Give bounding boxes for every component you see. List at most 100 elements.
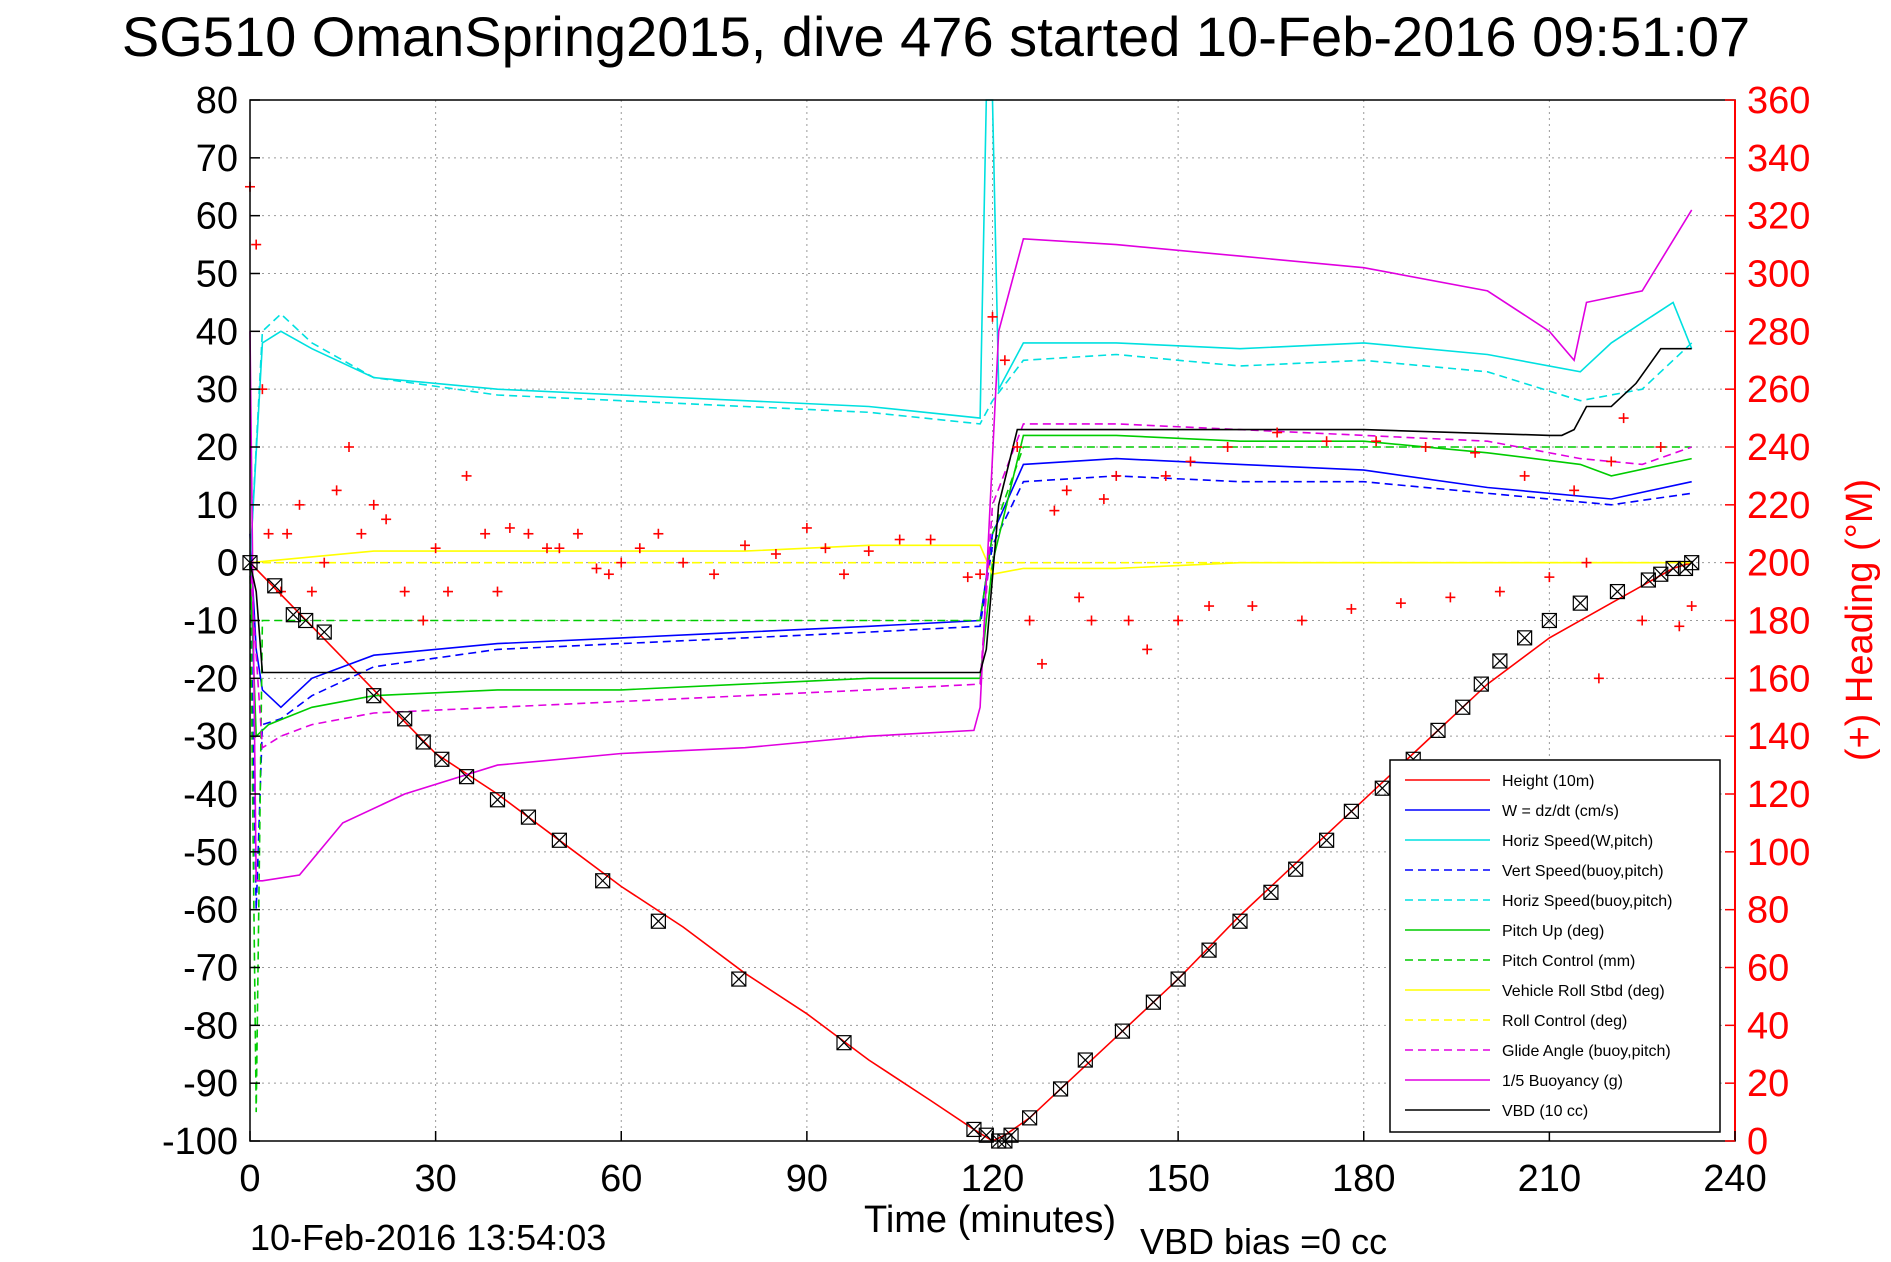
y-tick-label: -90 — [183, 1063, 238, 1105]
y2-tick-label: 240 — [1747, 427, 1810, 469]
heading-marker — [251, 239, 262, 250]
y-tick-label: 10 — [196, 485, 238, 527]
heading-marker — [1024, 615, 1035, 626]
heading-marker — [1142, 644, 1153, 655]
height-fix-marker — [1473, 676, 1489, 692]
height-fix-marker — [366, 688, 382, 704]
heading-marker — [975, 569, 986, 580]
y-tick-label: -50 — [183, 832, 238, 874]
legend-label: Pitch Control (mm) — [1502, 953, 1635, 970]
y-tick-label: -80 — [183, 1005, 238, 1047]
heading-marker — [443, 586, 453, 597]
height-fix-marker — [1022, 1110, 1038, 1126]
height-fix-marker — [298, 612, 314, 629]
heading-marker — [1123, 615, 1134, 626]
vbd-bias-label: VBD bias =0 cc — [1140, 1221, 1387, 1262]
heading-marker — [1494, 586, 1505, 597]
y2-tick-label: 80 — [1747, 890, 1789, 932]
x-tick-label: 30 — [414, 1158, 456, 1200]
heading-marker — [863, 546, 874, 557]
heading-marker — [1185, 456, 1196, 467]
y-tick-label: 30 — [196, 369, 238, 411]
heading-marker — [1173, 615, 1184, 626]
y-axis-ticks: 80 70 60 50 40 30 20 10 0 -10 -20 -30 -40 -50 -60 -70 -8… — [162, 80, 260, 1163]
height-fix-marker — [836, 1035, 852, 1051]
height-fix-marker — [520, 809, 537, 825]
height-fix-marker — [731, 971, 747, 987]
series-line — [249, 209, 1693, 882]
heading-marker — [1111, 470, 1122, 481]
heading-marker — [381, 514, 392, 525]
height-fix-marker — [1145, 994, 1161, 1010]
heading-marker — [839, 569, 849, 580]
y-tick-label: 80 — [196, 80, 238, 122]
x-axis-label: Time (minutes) — [864, 1199, 1116, 1241]
heading-markers — [245, 181, 1697, 684]
height-fix-marker — [1455, 699, 1471, 715]
heading-marker — [653, 528, 664, 539]
height-fix-marker — [267, 578, 283, 594]
height-fix-marker — [595, 873, 611, 889]
height-fix-marker — [1517, 630, 1533, 646]
heading-marker — [263, 528, 274, 539]
legend-box — [1389, 759, 1721, 1133]
legend-label: Pitch Up (deg) — [1502, 923, 1604, 940]
heading-marker — [572, 528, 583, 539]
height-fix-marker — [1572, 595, 1588, 611]
y-tick-label: 40 — [196, 311, 238, 353]
legend-label: VBD (10 cc) — [1502, 1103, 1588, 1120]
legend-label: Glide Angle (buoy,pitch) — [1502, 1043, 1671, 1060]
height-fix-marker — [415, 734, 431, 750]
x-tick-label: 150 — [1146, 1158, 1209, 1200]
y2-tick-label: 0 — [1747, 1121, 1768, 1163]
height-fix-marker — [1201, 942, 1217, 958]
heading-marker — [1061, 485, 1072, 496]
y2-axis-ticks: 3603403203002802602402202001801601401201… — [1725, 80, 1810, 1163]
heading-marker — [1074, 592, 1085, 603]
x-tick-label: 90 — [786, 1158, 828, 1200]
heading-marker — [430, 543, 441, 554]
heading-marker — [1204, 601, 1215, 612]
y-tick-label: -100 — [162, 1121, 238, 1163]
y2-axis-label: (+) Heading (°M) — [1839, 479, 1881, 761]
heading-marker — [461, 470, 472, 481]
heading-marker — [925, 534, 936, 545]
height-fix-marker — [1684, 555, 1700, 571]
heading-marker — [523, 528, 534, 539]
height-fix-marker — [1114, 1023, 1131, 1039]
y-tick-label: 70 — [196, 138, 238, 180]
y2-tick-label: 360 — [1747, 80, 1810, 122]
legend-label: Roll Control (deg) — [1502, 1013, 1627, 1030]
heading-marker — [678, 557, 689, 568]
y2-tick-label: 160 — [1747, 658, 1810, 700]
height-fix-marker — [397, 711, 413, 727]
heading-marker — [770, 548, 781, 559]
series-line — [249, 457, 1692, 709]
height-fix-marker — [551, 832, 567, 848]
heading-marker — [1395, 598, 1406, 609]
height-fix-marker — [1003, 1127, 1019, 1143]
y2-tick-label: 340 — [1747, 138, 1810, 180]
x-tick-label: 0 — [239, 1158, 260, 1200]
heading-marker — [331, 485, 342, 496]
heading-marker — [418, 615, 429, 626]
heading-marker — [1160, 470, 1171, 481]
footer-timestamp: 10-Feb-2016 13:54:03 — [250, 1217, 606, 1258]
heading-marker — [740, 540, 750, 551]
height-fix-marker — [1170, 971, 1186, 987]
heading-marker — [1321, 436, 1332, 447]
heading-marker — [1581, 557, 1592, 568]
heading-marker — [1346, 603, 1357, 614]
y2-tick-label: 300 — [1747, 254, 1810, 296]
y2-tick-label: 260 — [1747, 369, 1810, 411]
series-line — [249, 475, 1692, 910]
height-fix-marker — [1263, 884, 1279, 900]
height-fix-marker — [489, 792, 506, 808]
heading-marker — [987, 311, 998, 322]
y-tick-label: 60 — [196, 196, 238, 238]
height-fix-marker — [650, 913, 666, 929]
legend-label: Height (10m) — [1502, 773, 1594, 790]
x-axis-ticks: 0 30 60 90 120 150 180 210 240 — [239, 1131, 1767, 1200]
heading-marker — [399, 586, 410, 597]
y2-tick-label: 100 — [1747, 832, 1810, 874]
